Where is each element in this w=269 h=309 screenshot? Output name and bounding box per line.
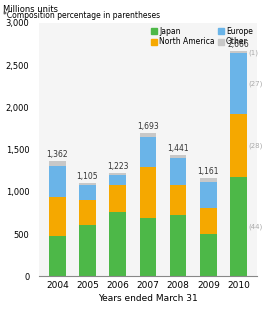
Text: *Composition percentage in parentheses: *Composition percentage in parentheses	[3, 11, 160, 20]
X-axis label: Years ended March 31: Years ended March 31	[98, 294, 198, 303]
Bar	[230, 114, 247, 177]
Text: (27): (27)	[249, 81, 263, 87]
Bar	[200, 208, 217, 234]
Text: (28): (28)	[249, 142, 263, 149]
Bar	[230, 177, 247, 277]
Bar	[230, 51, 247, 53]
Bar	[109, 173, 126, 175]
Bar	[200, 234, 217, 277]
Bar	[170, 185, 186, 215]
Bar	[140, 218, 156, 277]
Bar	[79, 200, 96, 225]
Bar	[49, 166, 66, 197]
Bar	[79, 183, 96, 185]
Bar	[140, 133, 156, 137]
Text: Millions units: Millions units	[3, 5, 58, 14]
Bar	[200, 178, 217, 182]
Text: 2,666: 2,666	[228, 40, 249, 49]
Bar	[79, 185, 96, 200]
Bar	[170, 158, 186, 185]
Bar	[49, 236, 66, 277]
Text: 1,105: 1,105	[77, 172, 98, 181]
Bar	[109, 184, 126, 213]
Bar	[140, 167, 156, 218]
Bar	[109, 213, 126, 277]
Legend: Japan, North America, Europe, Other: Japan, North America, Europe, Other	[151, 27, 253, 46]
Bar	[200, 182, 217, 208]
Text: 1,362: 1,362	[47, 150, 68, 159]
Text: 1,223: 1,223	[107, 162, 128, 171]
Bar	[170, 155, 186, 158]
Bar	[79, 225, 96, 277]
Bar	[230, 53, 247, 114]
Text: (1): (1)	[249, 49, 259, 56]
Bar	[49, 197, 66, 236]
Bar	[49, 161, 66, 166]
Text: 1,161: 1,161	[198, 167, 219, 176]
Bar	[109, 175, 126, 184]
Text: (44): (44)	[249, 224, 263, 230]
Text: 1,441: 1,441	[167, 144, 189, 153]
Bar	[170, 215, 186, 277]
Text: 1,693: 1,693	[137, 122, 159, 131]
Bar	[140, 137, 156, 167]
